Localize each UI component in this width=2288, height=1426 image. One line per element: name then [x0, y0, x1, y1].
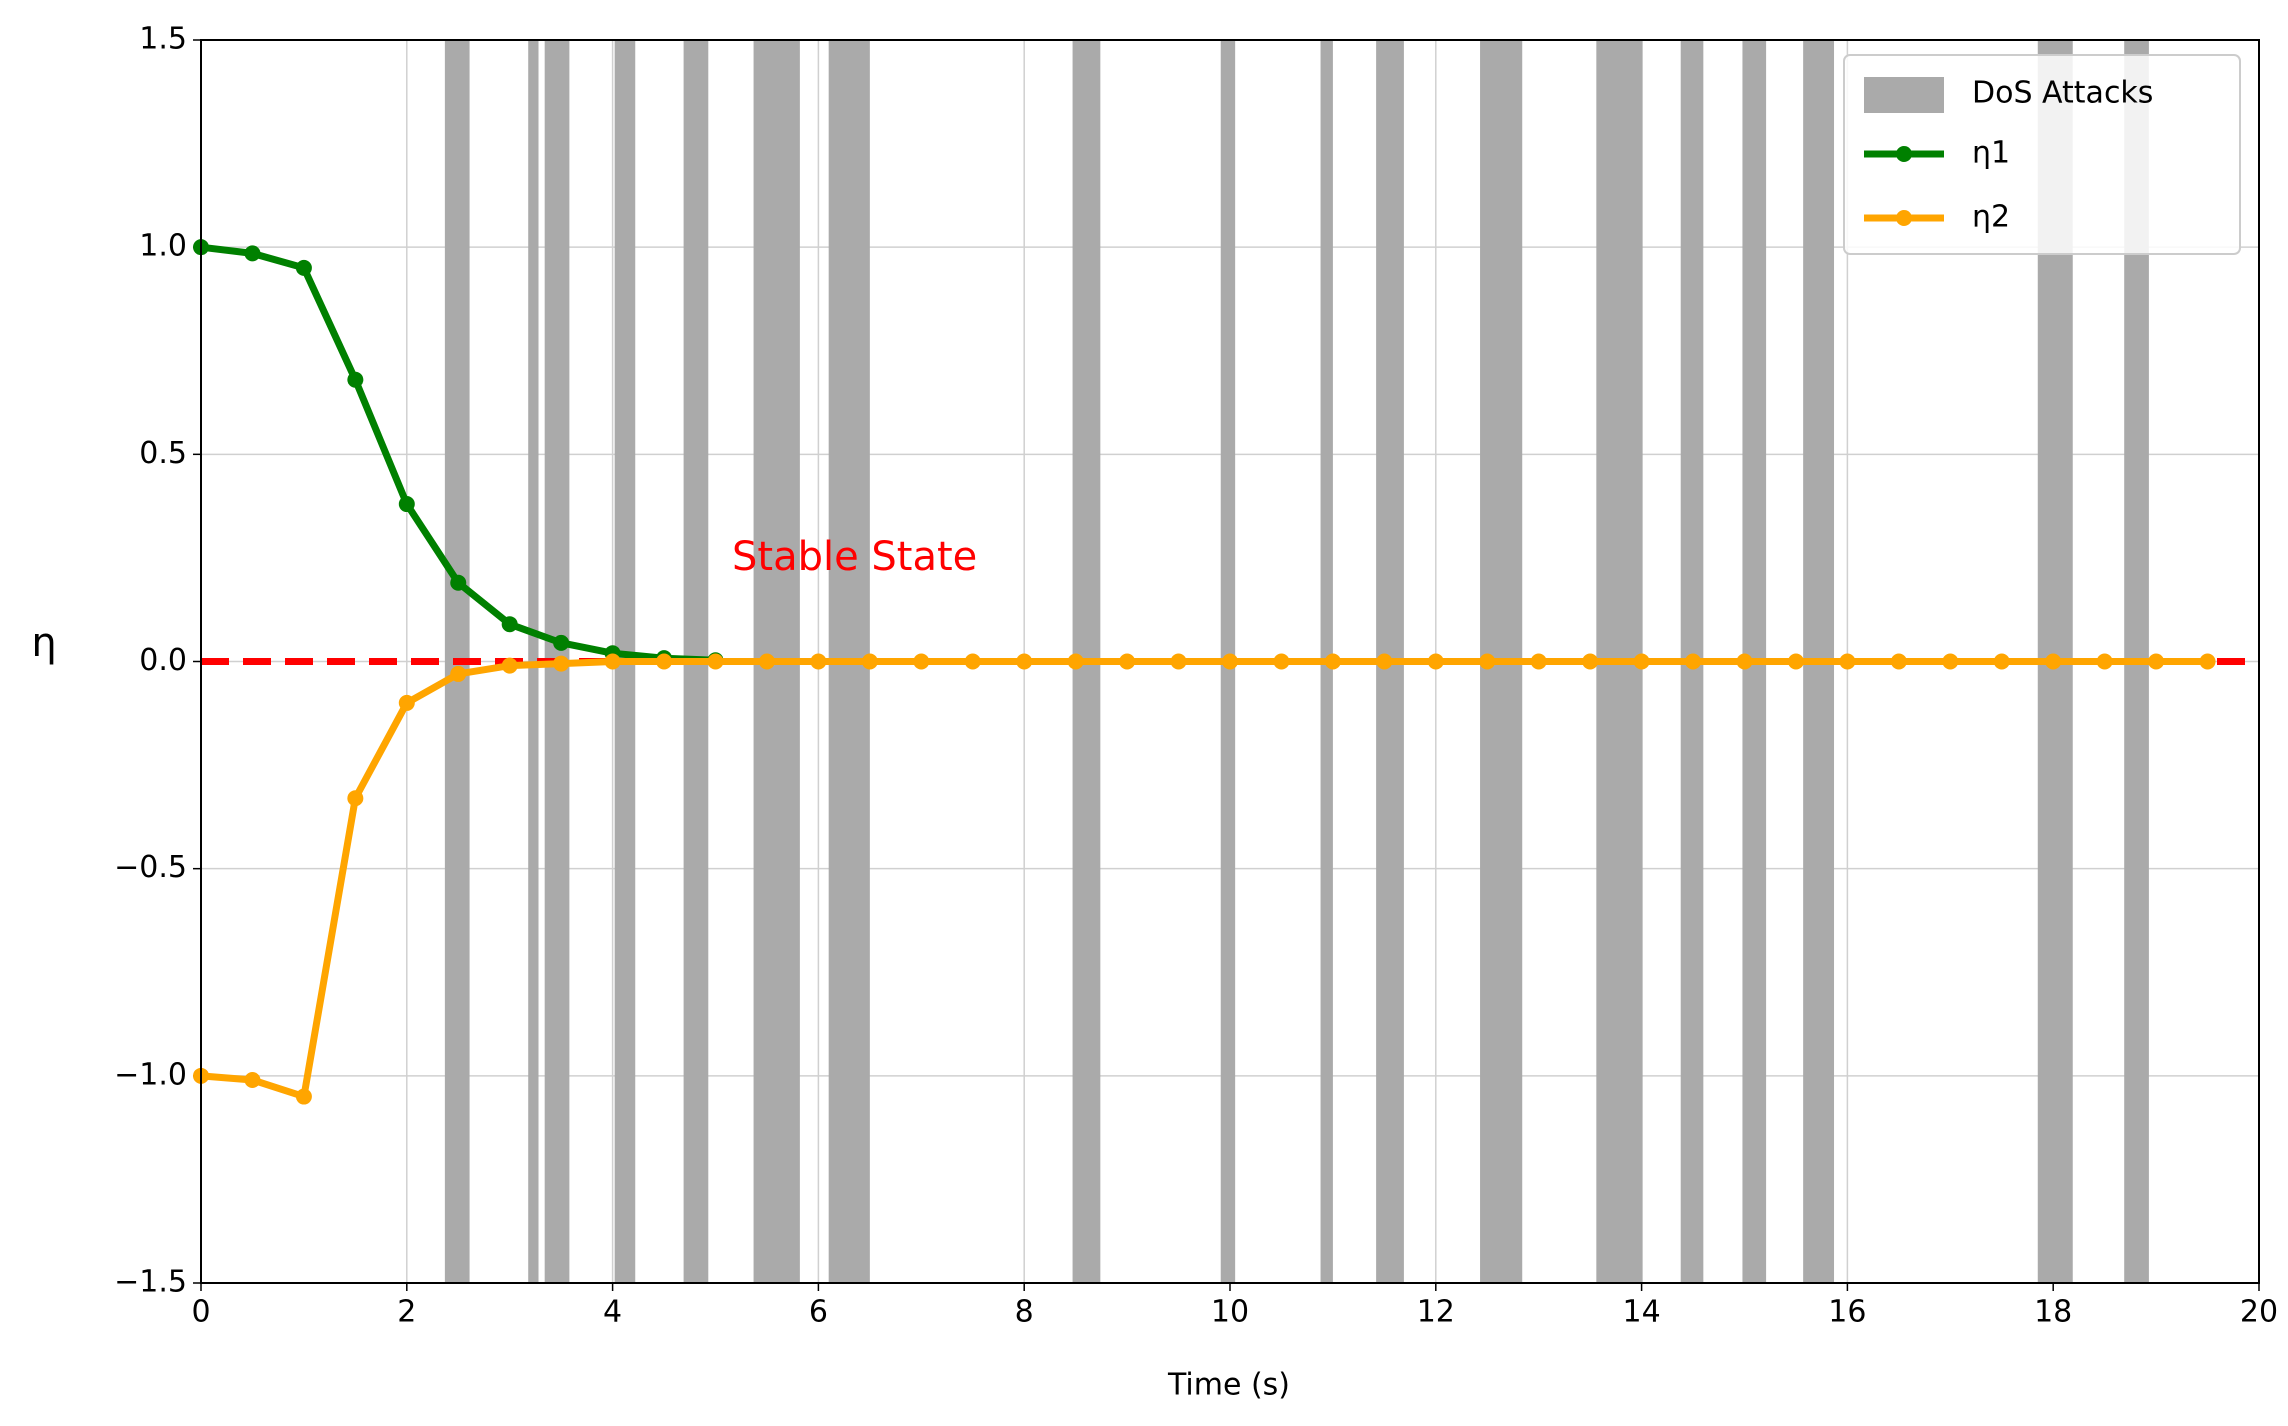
- series-marker: [244, 1071, 261, 1088]
- x-tick-label: 4: [603, 1295, 622, 1330]
- legend: DoS Attacks η1 η2: [1843, 54, 2241, 255]
- series-marker: [553, 655, 570, 672]
- series-marker: [758, 653, 775, 670]
- series-marker: [450, 574, 467, 591]
- legend-swatch: [1864, 77, 1944, 113]
- series-marker: [861, 653, 878, 670]
- series-marker: [450, 665, 467, 682]
- y-tick-label: 1.5: [139, 22, 187, 57]
- series-marker: [553, 634, 570, 651]
- series-marker: [1016, 653, 1033, 670]
- y-axis-label: η: [31, 620, 56, 666]
- series-marker: [1530, 653, 1547, 670]
- series-marker: [1787, 653, 1804, 670]
- legend-label: DoS Attacks: [1972, 76, 2153, 111]
- series-marker: [295, 259, 312, 276]
- series-marker: [295, 1088, 312, 1105]
- series-marker: [347, 371, 364, 388]
- series-marker: [1427, 653, 1444, 670]
- series-marker: [501, 657, 518, 674]
- series-marker: [2045, 653, 2062, 670]
- series-marker: [1119, 653, 1136, 670]
- y-tick-label: 0.0: [139, 643, 187, 678]
- x-tick-label: 14: [1623, 1295, 1661, 1330]
- series-marker: [1942, 653, 1959, 670]
- x-axis-label: Time (s): [1167, 1368, 1290, 1403]
- series-marker: [656, 653, 673, 670]
- x-tick-label: 16: [1828, 1295, 1866, 1330]
- series-marker: [244, 245, 261, 262]
- y-tick-label: −1.5: [114, 1265, 187, 1300]
- series-marker: [1633, 653, 1650, 670]
- series-marker: [398, 694, 415, 711]
- series-marker: [1273, 653, 1290, 670]
- legend-label: η2: [1972, 200, 2010, 235]
- x-tick-label: 12: [1417, 1295, 1455, 1330]
- series-marker: [913, 653, 930, 670]
- x-tick-label: 0: [191, 1295, 210, 1330]
- series-marker: [604, 653, 621, 670]
- plot-frame: [200, 39, 2260, 1284]
- x-tick-label: 10: [1211, 1295, 1249, 1330]
- x-tick-label: 2: [397, 1295, 416, 1330]
- series-marker: [1376, 653, 1393, 670]
- legend-marker: [1896, 210, 1912, 226]
- series-marker: [1890, 653, 1907, 670]
- x-tick-label: 18: [2034, 1295, 2072, 1330]
- series-marker: [707, 653, 724, 670]
- y-tick-label: −0.5: [114, 850, 187, 885]
- series-line: [200, 658, 2208, 1101]
- legend-label: η1: [1972, 136, 2010, 171]
- series-marker: [964, 653, 981, 670]
- y-tick-label: 0.5: [139, 436, 187, 471]
- series-marker: [1736, 653, 1753, 670]
- series-marker: [2148, 653, 2165, 670]
- x-tick-label: 20: [2240, 1295, 2278, 1330]
- series-marker: [347, 790, 364, 807]
- series-marker: [398, 496, 415, 513]
- series-marker: [2199, 653, 2216, 670]
- series-marker: [1067, 653, 1084, 670]
- series-marker: [1993, 653, 2010, 670]
- x-tick-label: 6: [809, 1295, 828, 1330]
- x-tick-label: 8: [1015, 1295, 1034, 1330]
- y-tick-label: −1.0: [114, 1057, 187, 1092]
- series-marker: [501, 616, 518, 633]
- series-marker: [2096, 653, 2113, 670]
- series-marker: [1582, 653, 1599, 670]
- series-marker: [810, 653, 827, 670]
- legend-marker: [1896, 146, 1912, 162]
- series-marker: [1685, 653, 1702, 670]
- series-marker: [1479, 653, 1496, 670]
- series-marker: [1222, 653, 1238, 670]
- series-marker: [1170, 653, 1187, 670]
- series-marker: [1324, 653, 1341, 670]
- y-tick-label: 1.0: [139, 229, 187, 264]
- series-marker: [1839, 653, 1856, 670]
- annotation: Stable State: [732, 534, 977, 580]
